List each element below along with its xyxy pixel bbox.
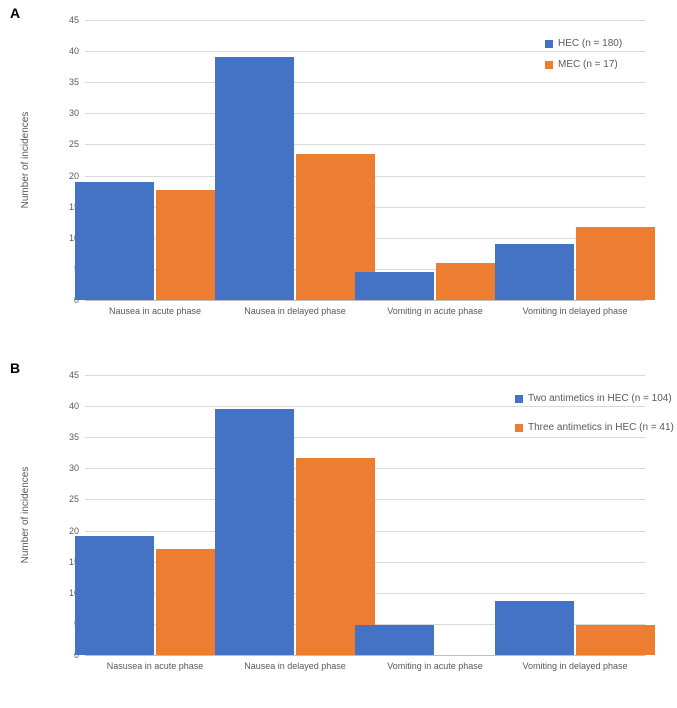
chart-b-xlabel: Vomiting in acute phase <box>387 661 483 671</box>
chart-b-bar <box>576 625 654 655</box>
chart-a-gridline <box>85 82 645 83</box>
chart-a-gridline <box>85 113 645 114</box>
page: A 051015202530354045 Number of incidence… <box>0 0 677 708</box>
chart-a-ytick: 45 <box>49 15 79 25</box>
chart-b-ylabel: Number of incidences <box>20 375 40 655</box>
panel-a: A 051015202530354045 Number of incidence… <box>0 5 677 355</box>
chart-b-ytick: 45 <box>49 370 79 380</box>
chart-b-ytick: 30 <box>49 463 79 473</box>
chart-a-xlabel: Nausea in delayed phase <box>244 306 346 316</box>
chart-a-ylabel: Number of incidences <box>20 20 40 300</box>
chart-a-ytick: 25 <box>49 139 79 149</box>
chart-a-legend-swatch <box>545 61 553 69</box>
chart-a-ytick: 30 <box>49 108 79 118</box>
chart-b-bar <box>215 409 293 655</box>
chart-a-legend-label: MEC (n = 17) <box>558 59 618 70</box>
panel-b-label: B <box>10 360 20 376</box>
chart-b-legend-swatch <box>515 395 523 403</box>
chart-b-ytick: 40 <box>49 401 79 411</box>
chart-b-bar <box>495 601 573 655</box>
chart-b-ytick: 35 <box>49 432 79 442</box>
chart-a-bar <box>355 272 433 300</box>
chart-b-legend-label: Two antimetics in HEC (n = 104) <box>528 393 672 404</box>
chart-b-xlabel: Nasusea in acute phase <box>107 661 204 671</box>
chart-b-legend-swatch <box>515 424 523 432</box>
chart-b-xlabel: Vomiting in delayed phase <box>522 661 627 671</box>
chart-a-bar <box>576 227 654 300</box>
chart-b-xlabel: Nausea in delayed phase <box>244 661 346 671</box>
chart-b-ytick: 25 <box>49 494 79 504</box>
chart-a-bar <box>495 244 573 300</box>
chart-b-legend-item: Two antimetics in HEC (n = 104) <box>515 393 674 404</box>
chart-a-xlabel: Vomiting in acute phase <box>387 306 483 316</box>
chart-a-legend-item: HEC (n = 180) <box>545 38 622 49</box>
chart-b-ytick: 20 <box>49 526 79 536</box>
chart-a-gridline <box>85 20 645 21</box>
chart-a-ytick: 40 <box>49 46 79 56</box>
chart-a-legend-swatch <box>545 40 553 48</box>
chart-a-ytick: 20 <box>49 171 79 181</box>
chart-b-bar <box>355 625 433 655</box>
chart-a-xlabel: Nausea in acute phase <box>109 306 201 316</box>
chart-b-legend: Two antimetics in HEC (n = 104) Three ant… <box>515 393 674 451</box>
chart-a-bar <box>75 182 153 300</box>
chart-a-xlabel: Vomiting in delayed phase <box>522 306 627 316</box>
chart-a-gridline <box>85 144 645 145</box>
chart-b-gridline <box>85 375 645 376</box>
chart-b-legend-item: Three antimetics in HEC (n = 41) <box>515 422 674 433</box>
chart-b-legend-label: Three antimetics in HEC (n = 41) <box>528 422 674 433</box>
chart-b: 051015202530354045 Number of incidences … <box>85 375 645 675</box>
chart-a-ytick: 35 <box>49 77 79 87</box>
panel-b: B 051015202530354045 Number of incidence… <box>0 360 677 705</box>
chart-a-legend-label: HEC (n = 180) <box>558 38 622 49</box>
panel-a-label: A <box>10 5 20 21</box>
chart-b-bar <box>75 536 153 655</box>
chart-a: 051015202530354045 Number of incidences … <box>85 20 645 320</box>
chart-a-legend-item: MEC (n = 17) <box>545 59 622 70</box>
chart-a-legend: HEC (n = 180) MEC (n = 17) <box>545 38 622 80</box>
chart-a-bar <box>215 57 293 300</box>
